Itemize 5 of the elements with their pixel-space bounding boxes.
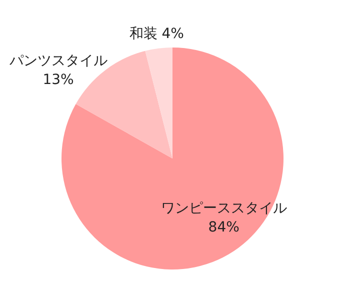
data-label: 13%: [42, 72, 74, 88]
slice-label: パンツスタイル: [8, 52, 108, 69]
slice-label: ワンピーススタイル: [160, 200, 287, 216]
slice-label: 和装 4%: [129, 26, 184, 42]
data-label: 84%: [208, 220, 240, 236]
